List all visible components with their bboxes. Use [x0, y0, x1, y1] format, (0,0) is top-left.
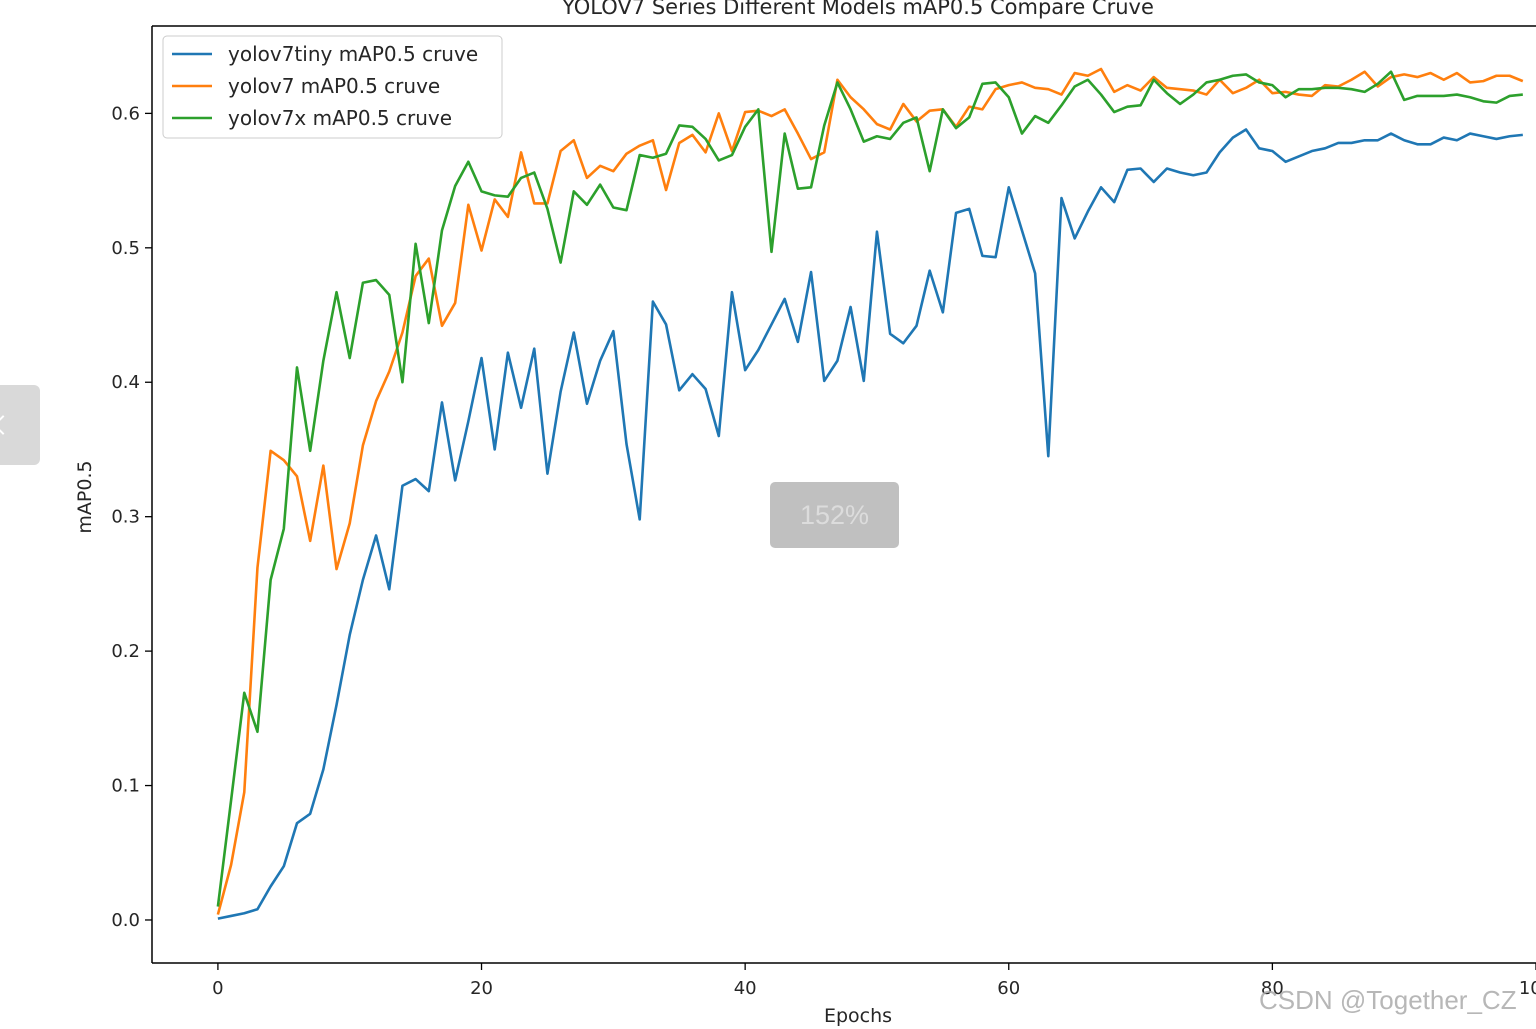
- x-tick-label: 80: [1261, 978, 1284, 999]
- watermark: CSDN @Together_CZ: [1259, 985, 1517, 1015]
- x-tick-label: 60: [997, 978, 1020, 999]
- y-tick-label: 0.4: [111, 372, 140, 393]
- y-tick-label: 0.0: [111, 910, 140, 931]
- y-axis-ticks: 0.0 0.1 0.2 0.3 0.4 0.5 0.6: [111, 103, 152, 931]
- series-layer: [216, 67, 1524, 920]
- series-line-1: [216, 67, 1524, 915]
- chart-title: YOLOV7 Series Different Models mAP0.5 Co…: [561, 0, 1154, 19]
- y-axis-label: mAP0.5: [74, 460, 96, 533]
- y-tick-label: 0.5: [111, 238, 140, 259]
- x-tick-label: 100: [1519, 978, 1536, 999]
- y-tick-label: 0.3: [111, 507, 140, 528]
- legend-box: [162, 35, 503, 139]
- y-tick-label: 0.1: [111, 776, 140, 797]
- zoom-level-badge: 152%: [770, 482, 899, 548]
- chevron-left-icon: [0, 415, 13, 435]
- legend: yolov7tiny mAP0.5 cruve yolov7 mAP0.5 cru…: [162, 35, 503, 139]
- legend-entry: yolov7x mAP0.5 cruve: [228, 106, 452, 130]
- previous-image-button[interactable]: [0, 385, 40, 465]
- y-tick-label: 0.2: [111, 641, 140, 662]
- series-line-2: [216, 70, 1523, 907]
- y-tick-label: 0.6: [111, 103, 140, 124]
- legend-entry: yolov7tiny mAP0.5 cruve: [228, 42, 478, 66]
- series-line-0: [217, 128, 1523, 920]
- x-axis-ticks: 0 20 40 60 80 100: [212, 963, 1536, 999]
- x-tick-label: 20: [470, 978, 493, 999]
- x-tick-label: 0: [212, 978, 223, 999]
- legend-entry: yolov7 mAP0.5 cruve: [228, 74, 440, 98]
- x-axis-label: Epochs: [824, 1005, 892, 1027]
- x-tick-label: 40: [734, 978, 757, 999]
